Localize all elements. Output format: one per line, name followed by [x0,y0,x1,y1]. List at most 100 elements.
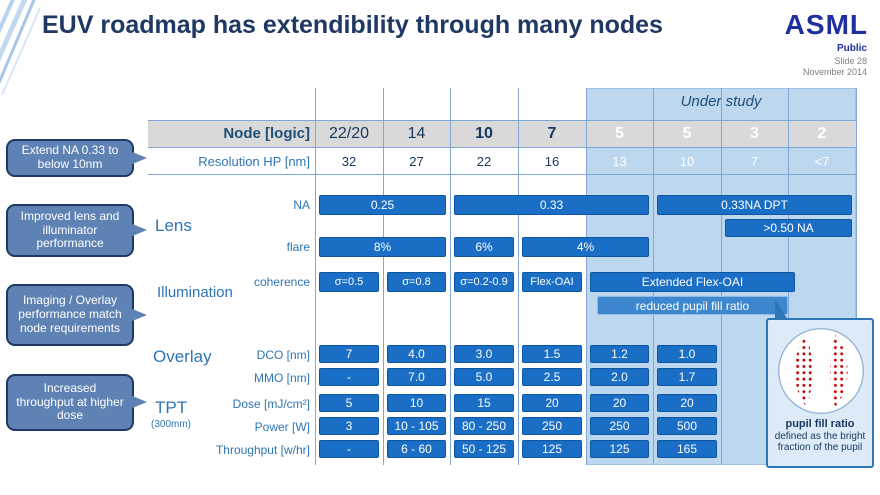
grid-vline [450,88,451,465]
tpt-section-label: TPT [155,398,188,417]
lens-section-label: Lens [155,216,192,235]
grid-vline [586,88,587,465]
grid-vline [518,88,519,465]
callout-lens-performance: Improved lens and illuminator performanc… [6,204,134,257]
node-value: 5 [682,125,692,142]
mmo-cell: 2.0 [590,368,649,386]
dco-cell: 1.0 [657,345,717,363]
mmo-row-label: MMO [nm] [254,371,310,385]
dose-cell: 20 [657,394,717,412]
resolution-value: <7 [814,154,830,169]
power-cell: 80 - 250 [454,417,514,435]
pupil-illustration [778,328,864,414]
na-bar: 0.25 [319,195,446,215]
flare-bar: 4% [522,237,649,257]
illumination-section-label: Illumination [157,284,233,301]
resolution-value: 32 [341,154,357,169]
throughput-row-label: Throughput [w/hr] [215,443,310,457]
node-value: 2 [817,125,827,142]
node-row-label: Node [logic] [223,125,310,142]
grid-hline [148,120,856,121]
dose-cell: 20 [590,394,649,412]
power-cell: 3 [319,417,379,435]
resolution-value: 13 [612,154,627,169]
mmo-cell: - [319,368,379,386]
node-header-band [148,120,856,147]
mmo-cell: 2.5 [522,368,582,386]
na-bar: >0.50 NA [725,219,852,237]
callout-tail [130,395,147,409]
coherence-bar: σ=0.2-0.9 [454,272,514,292]
dco-cell: 4.0 [387,345,446,363]
node-value: 3 [750,125,759,142]
node-value: 10 [475,125,493,142]
power-cell: 250 [522,417,582,435]
node-value: 7 [547,125,557,142]
pupil-callout-pointer [775,299,788,320]
node-value: 5 [615,125,624,142]
dose-cell: 15 [454,394,514,412]
power-row-label: Power [W] [254,420,310,434]
slide-number: Slide 28 [834,56,867,66]
grid-hline [148,174,856,175]
callout-tail [130,151,147,165]
pupil-callout: pupil fill ratio defined as the bright f… [766,318,874,468]
dose-cell: 5 [319,394,379,412]
power-cell: 500 [657,417,717,435]
dco-cell: 3.0 [454,345,514,363]
node-value: 22/20 [328,125,370,142]
dco-cell: 1.5 [522,345,582,363]
throughput-cell: 125 [522,440,582,458]
node-value: 14 [407,125,426,142]
resolution-value: 10 [679,154,695,169]
resolution-value: 7 [750,154,759,169]
callout-extend-na: Extend NA 0.33 to below 10nm [6,139,134,177]
power-cell: 10 - 105 [387,417,446,435]
dco-row-label: DCO [nm] [256,348,310,362]
pupil-callout-text: defined as the bright fraction of the pu… [774,431,866,454]
grid-hline [148,147,856,148]
tpt-section-sublabel: (300mm) [151,419,192,430]
throughput-cell: 50 - 125 [454,440,514,458]
dose-cell: 10 [387,394,446,412]
slide-date: November 2014 [802,67,867,77]
reduced-pupil-bar: reduced pupil fill ratio [597,296,788,315]
mmo-cell: 7.0 [387,368,446,386]
resolution-row-label: Resolution HP [nm] [198,154,310,169]
asml-logo: ASML [784,9,868,40]
throughput-cell: - [319,440,379,458]
grid-vline [856,88,857,465]
resolution-value: 16 [544,154,560,169]
callout-throughput: Increased throughput at higher dose [6,374,134,431]
na-bar: 0.33NA DPT [657,195,852,215]
grid-vline [315,88,316,465]
coherence-bar: Extended Flex-OAI [590,272,795,292]
dose-cell: 20 [522,394,582,412]
flare-row-label: flare [286,240,310,254]
flare-bar: 6% [454,237,514,257]
overlay-section-label: Overlay [153,347,212,366]
slide-title: EUV roadmap has extendibility through ma… [42,11,663,39]
callout-imaging-overlay: Imaging / Overlay performance match node… [6,284,134,346]
dco-cell: 7 [319,345,379,363]
coherence-bar: σ=0.8 [387,272,446,292]
dco-cell: 1.2 [590,345,649,363]
resolution-value: 27 [409,154,424,169]
pupil-callout-title: pupil fill ratio [785,418,855,430]
coherence-bar: Flex-OAI [522,272,582,292]
callout-tail [130,308,147,322]
classification-label: Public [836,43,867,54]
throughput-cell: 165 [657,440,717,458]
callout-tail [130,223,147,237]
na-bar: 0.33 [454,195,649,215]
coherence-row-label: coherence [253,275,310,289]
resolution-value: 22 [476,154,492,169]
grid-vline [383,88,384,465]
throughput-cell: 125 [590,440,649,458]
slide-decoration [0,0,40,95]
flare-bar: 8% [319,237,446,257]
na-row-label: NA [293,198,310,212]
dose-row-label: Dose [mJ/cm²] [232,397,310,411]
coherence-bar: σ=0.5 [319,272,379,292]
